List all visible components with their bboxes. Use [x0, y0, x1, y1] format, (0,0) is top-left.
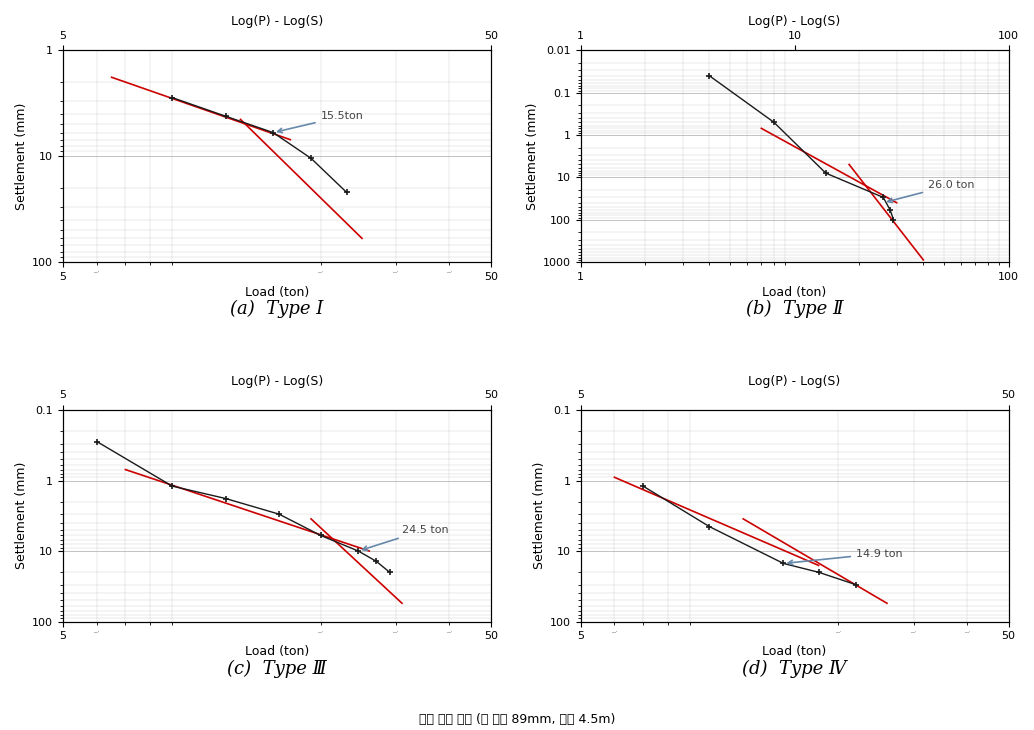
- Y-axis label: Settlement (mm): Settlement (mm): [533, 462, 546, 569]
- Y-axis label: Settlement (mm): Settlement (mm): [525, 102, 539, 210]
- Text: (a)  Type Ⅰ: (a) Type Ⅰ: [231, 300, 324, 318]
- Text: (c)  Type Ⅲ: (c) Type Ⅲ: [227, 660, 327, 678]
- X-axis label: Log(P) - Log(S): Log(P) - Log(S): [231, 15, 323, 28]
- Text: 14.9 ton: 14.9 ton: [788, 549, 903, 565]
- X-axis label: Load (ton): Load (ton): [245, 285, 309, 299]
- X-axis label: Log(P) - Log(S): Log(P) - Log(S): [749, 374, 841, 388]
- Text: 26.0 ton: 26.0 ton: [888, 180, 974, 202]
- X-axis label: Log(P) - Log(S): Log(P) - Log(S): [749, 15, 841, 28]
- Text: (d)  Type Ⅳ: (d) Type Ⅳ: [742, 660, 847, 678]
- Text: 하중 침하 곡선 (축 직경 89mm, 깊이 4.5m): 하중 침하 곡선 (축 직경 89mm, 깊이 4.5m): [419, 713, 615, 726]
- X-axis label: Load (ton): Load (ton): [245, 645, 309, 658]
- Y-axis label: Settlement (mm): Settlement (mm): [16, 102, 28, 210]
- Text: 15.5ton: 15.5ton: [278, 112, 363, 133]
- Y-axis label: Settlement (mm): Settlement (mm): [16, 462, 28, 569]
- X-axis label: Log(P) - Log(S): Log(P) - Log(S): [231, 374, 323, 388]
- X-axis label: Load (ton): Load (ton): [762, 645, 826, 658]
- X-axis label: Load (ton): Load (ton): [762, 285, 826, 299]
- Text: (b)  Type Ⅱ: (b) Type Ⅱ: [746, 300, 844, 318]
- Text: 24.5 ton: 24.5 ton: [363, 525, 449, 550]
